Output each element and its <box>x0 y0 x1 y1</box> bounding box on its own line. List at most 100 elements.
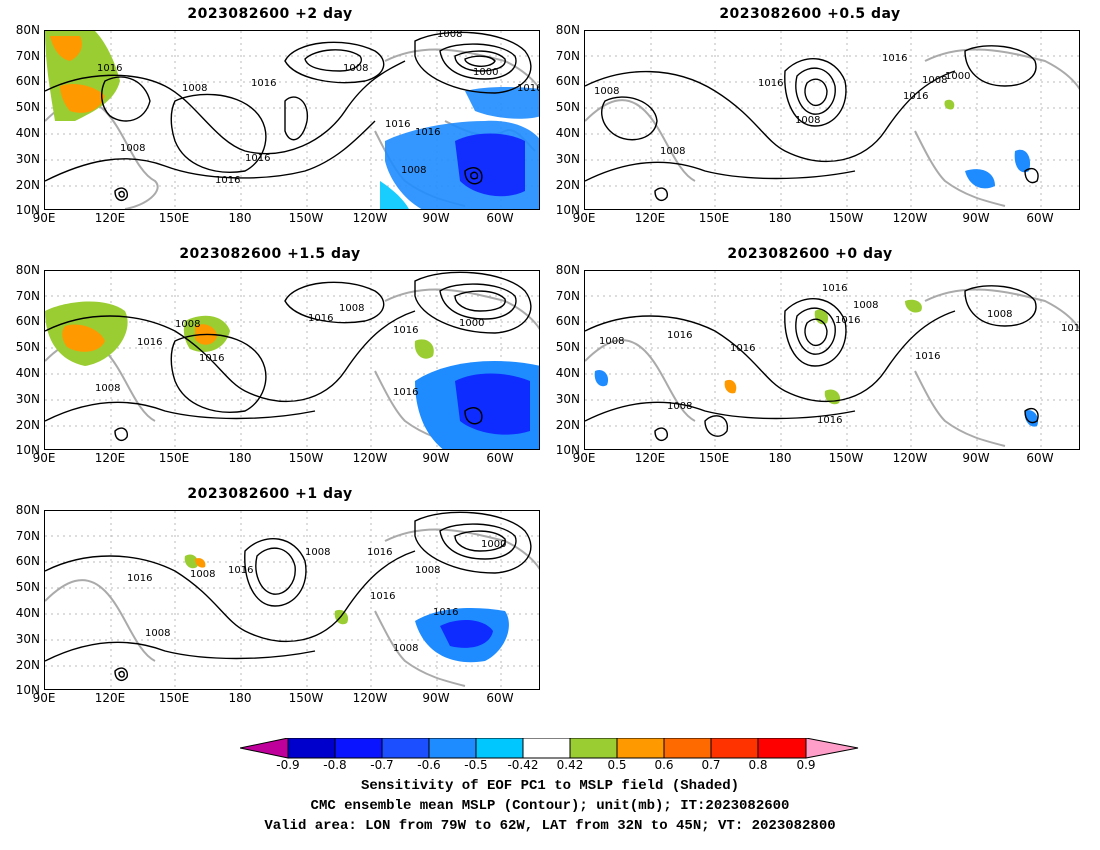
lat-label: 70N <box>555 289 580 303</box>
lon-label: 120W <box>352 691 388 705</box>
colorbar-label: 0.8 <box>748 758 768 772</box>
lat-label: 80N <box>15 263 40 277</box>
panel-title: 2023082600 +0.5 day <box>719 6 901 22</box>
lon-label: 120W <box>892 451 928 465</box>
lat-label: 40N <box>555 366 580 380</box>
lon-axis: 90E 120E 150E 180 150W 120W 90W 60W <box>33 451 540 465</box>
contour-label: 1000 <box>459 318 484 329</box>
lat-axis: 80N 70N 60N 50N 40N 30N 20N 10N <box>0 504 42 696</box>
lat-label: 80N <box>15 23 40 37</box>
colorbar-segment <box>381 738 430 759</box>
contour-label: 1016 <box>667 330 692 341</box>
colorbar-segment <box>663 738 712 759</box>
lat-label: 60N <box>15 554 40 568</box>
caption-line-3: Valid area: LON from 79W to 62W, LAT fro… <box>264 818 836 834</box>
colorbar-segment <box>334 738 383 759</box>
lat-label: 10N <box>555 443 580 457</box>
lat-label: 40N <box>15 126 40 140</box>
lon-label: 150W <box>288 691 324 705</box>
lon-label: 150W <box>288 211 324 225</box>
lon-label: 120W <box>352 451 388 465</box>
lon-label: 120E <box>634 211 666 225</box>
lon-label: 180 <box>228 691 252 705</box>
contour-label: 1016 <box>308 313 333 324</box>
lat-label: 50N <box>15 580 40 594</box>
lat-label: 70N <box>15 529 40 543</box>
lat-label: 60N <box>555 74 580 88</box>
lat-label: 70N <box>15 289 40 303</box>
lat-label: 70N <box>555 49 580 63</box>
lon-axis: 90E 120E 150E 180 150W 120W 90W 60W <box>573 211 1080 225</box>
lon-label: 120E <box>94 451 126 465</box>
contour-label: 1008 <box>987 309 1012 320</box>
lat-label: 80N <box>15 503 40 517</box>
lon-label: 90E <box>572 451 596 465</box>
panel-title: 2023082600 +2 day <box>187 6 353 22</box>
colorbar-segment <box>569 738 618 759</box>
lat-label: 10N <box>15 443 40 457</box>
map-svg: 1016 1008 1000 1016 1008 1016 1016 1008 … <box>45 271 539 449</box>
lat-label: 60N <box>15 314 40 328</box>
lon-label: 90W <box>962 451 990 465</box>
lat-label: 80N <box>555 263 580 277</box>
lat-label: 50N <box>15 340 40 354</box>
contour-label: 1008 <box>437 31 462 40</box>
map-panel-plus0.5day: 2023082600 +0.5 day <box>540 6 1080 231</box>
map-svg: 1016 1008 1016 1008 1008 1000 1016 1016 … <box>45 31 540 209</box>
contour-label: 1008 <box>393 643 418 654</box>
lon-label: 90E <box>32 691 56 705</box>
lon-label: 60W <box>486 451 514 465</box>
contour-label: 1008 <box>594 86 619 97</box>
panel-title: 2023082600 +1.5 day <box>179 246 361 262</box>
contour-label: 1008 <box>922 75 947 86</box>
colorbar-segment <box>428 738 477 759</box>
lat-label: 30N <box>15 632 40 646</box>
lon-label: 60W <box>486 691 514 705</box>
panel-title: 2023082600 +1 day <box>187 486 353 502</box>
colorbar-segment <box>522 738 571 759</box>
lon-label: 90W <box>422 691 450 705</box>
map-svg: 1016 1008 1000 1016 1008 1016 1008 1008 <box>585 31 1079 209</box>
lat-label: 20N <box>555 178 580 192</box>
contour-label: 1016 <box>822 283 847 294</box>
colorbar-label: -0.5 <box>464 758 488 772</box>
lon-label: 180 <box>768 211 792 225</box>
colorbar-label: -0.42 <box>507 758 539 772</box>
lon-axis: 90E 120E 150E 180 150W 120W 90W 60W <box>33 211 540 225</box>
lon-axis: 90E 120E 150E 180 150W 120W 90W 60W <box>573 451 1080 465</box>
colorbar-label: 0.6 <box>654 758 674 772</box>
colorbar-label: -0.9 <box>276 758 300 772</box>
lat-label: 70N <box>15 49 40 63</box>
lat-label: 20N <box>15 178 40 192</box>
contour-label: 1016 <box>415 127 440 138</box>
contour-label: 1008 <box>305 547 330 558</box>
map-svg: 1016 1008 1016 1016 1016 1008 1008 1016 … <box>585 271 1080 449</box>
map-panel-plus2day: 2023082600 +2 day <box>0 6 540 231</box>
lon-label: 150E <box>158 211 190 225</box>
contour-label: 1008 <box>401 165 426 176</box>
caption-line-2: CMC ensemble mean MSLP (Contour); unit(m… <box>310 798 790 814</box>
map-frame: 1016 1008 1000 1016 1008 1016 1008 1008 <box>584 30 1080 210</box>
lon-label: 90W <box>962 211 990 225</box>
contour-label: 1016 <box>199 353 224 364</box>
lon-label: 90E <box>572 211 596 225</box>
contour-label: 1016 <box>758 78 783 89</box>
colorbar-label: 0.5 <box>607 758 627 772</box>
colorbar: -0.9 -0.8 -0.7 -0.6 -0.5 -0.42 0.42 0.5 … <box>240 738 860 772</box>
contour-label: 1016 <box>1061 323 1080 334</box>
contour-label: 1016 <box>367 547 392 558</box>
lon-label: 90W <box>422 451 450 465</box>
contour-label: 1016 <box>228 565 253 576</box>
colorbar-label: 0.9 <box>796 758 816 772</box>
lat-axis: 80N 70N 60N 50N 40N 30N 20N 10N <box>540 24 582 216</box>
lat-label: 80N <box>555 23 580 37</box>
colorbar-segment <box>287 738 336 759</box>
contour-label: 1016 <box>245 153 270 164</box>
colorbar-label: -0.8 <box>323 758 347 772</box>
colorbar-label: -0.6 <box>417 758 441 772</box>
contour-label: 1016 <box>137 337 162 348</box>
contour-label: 1016 <box>915 351 940 362</box>
contour-label: 1016 <box>517 83 540 94</box>
colorbar-segment <box>616 738 665 759</box>
colorbar-label: -0.7 <box>370 758 394 772</box>
